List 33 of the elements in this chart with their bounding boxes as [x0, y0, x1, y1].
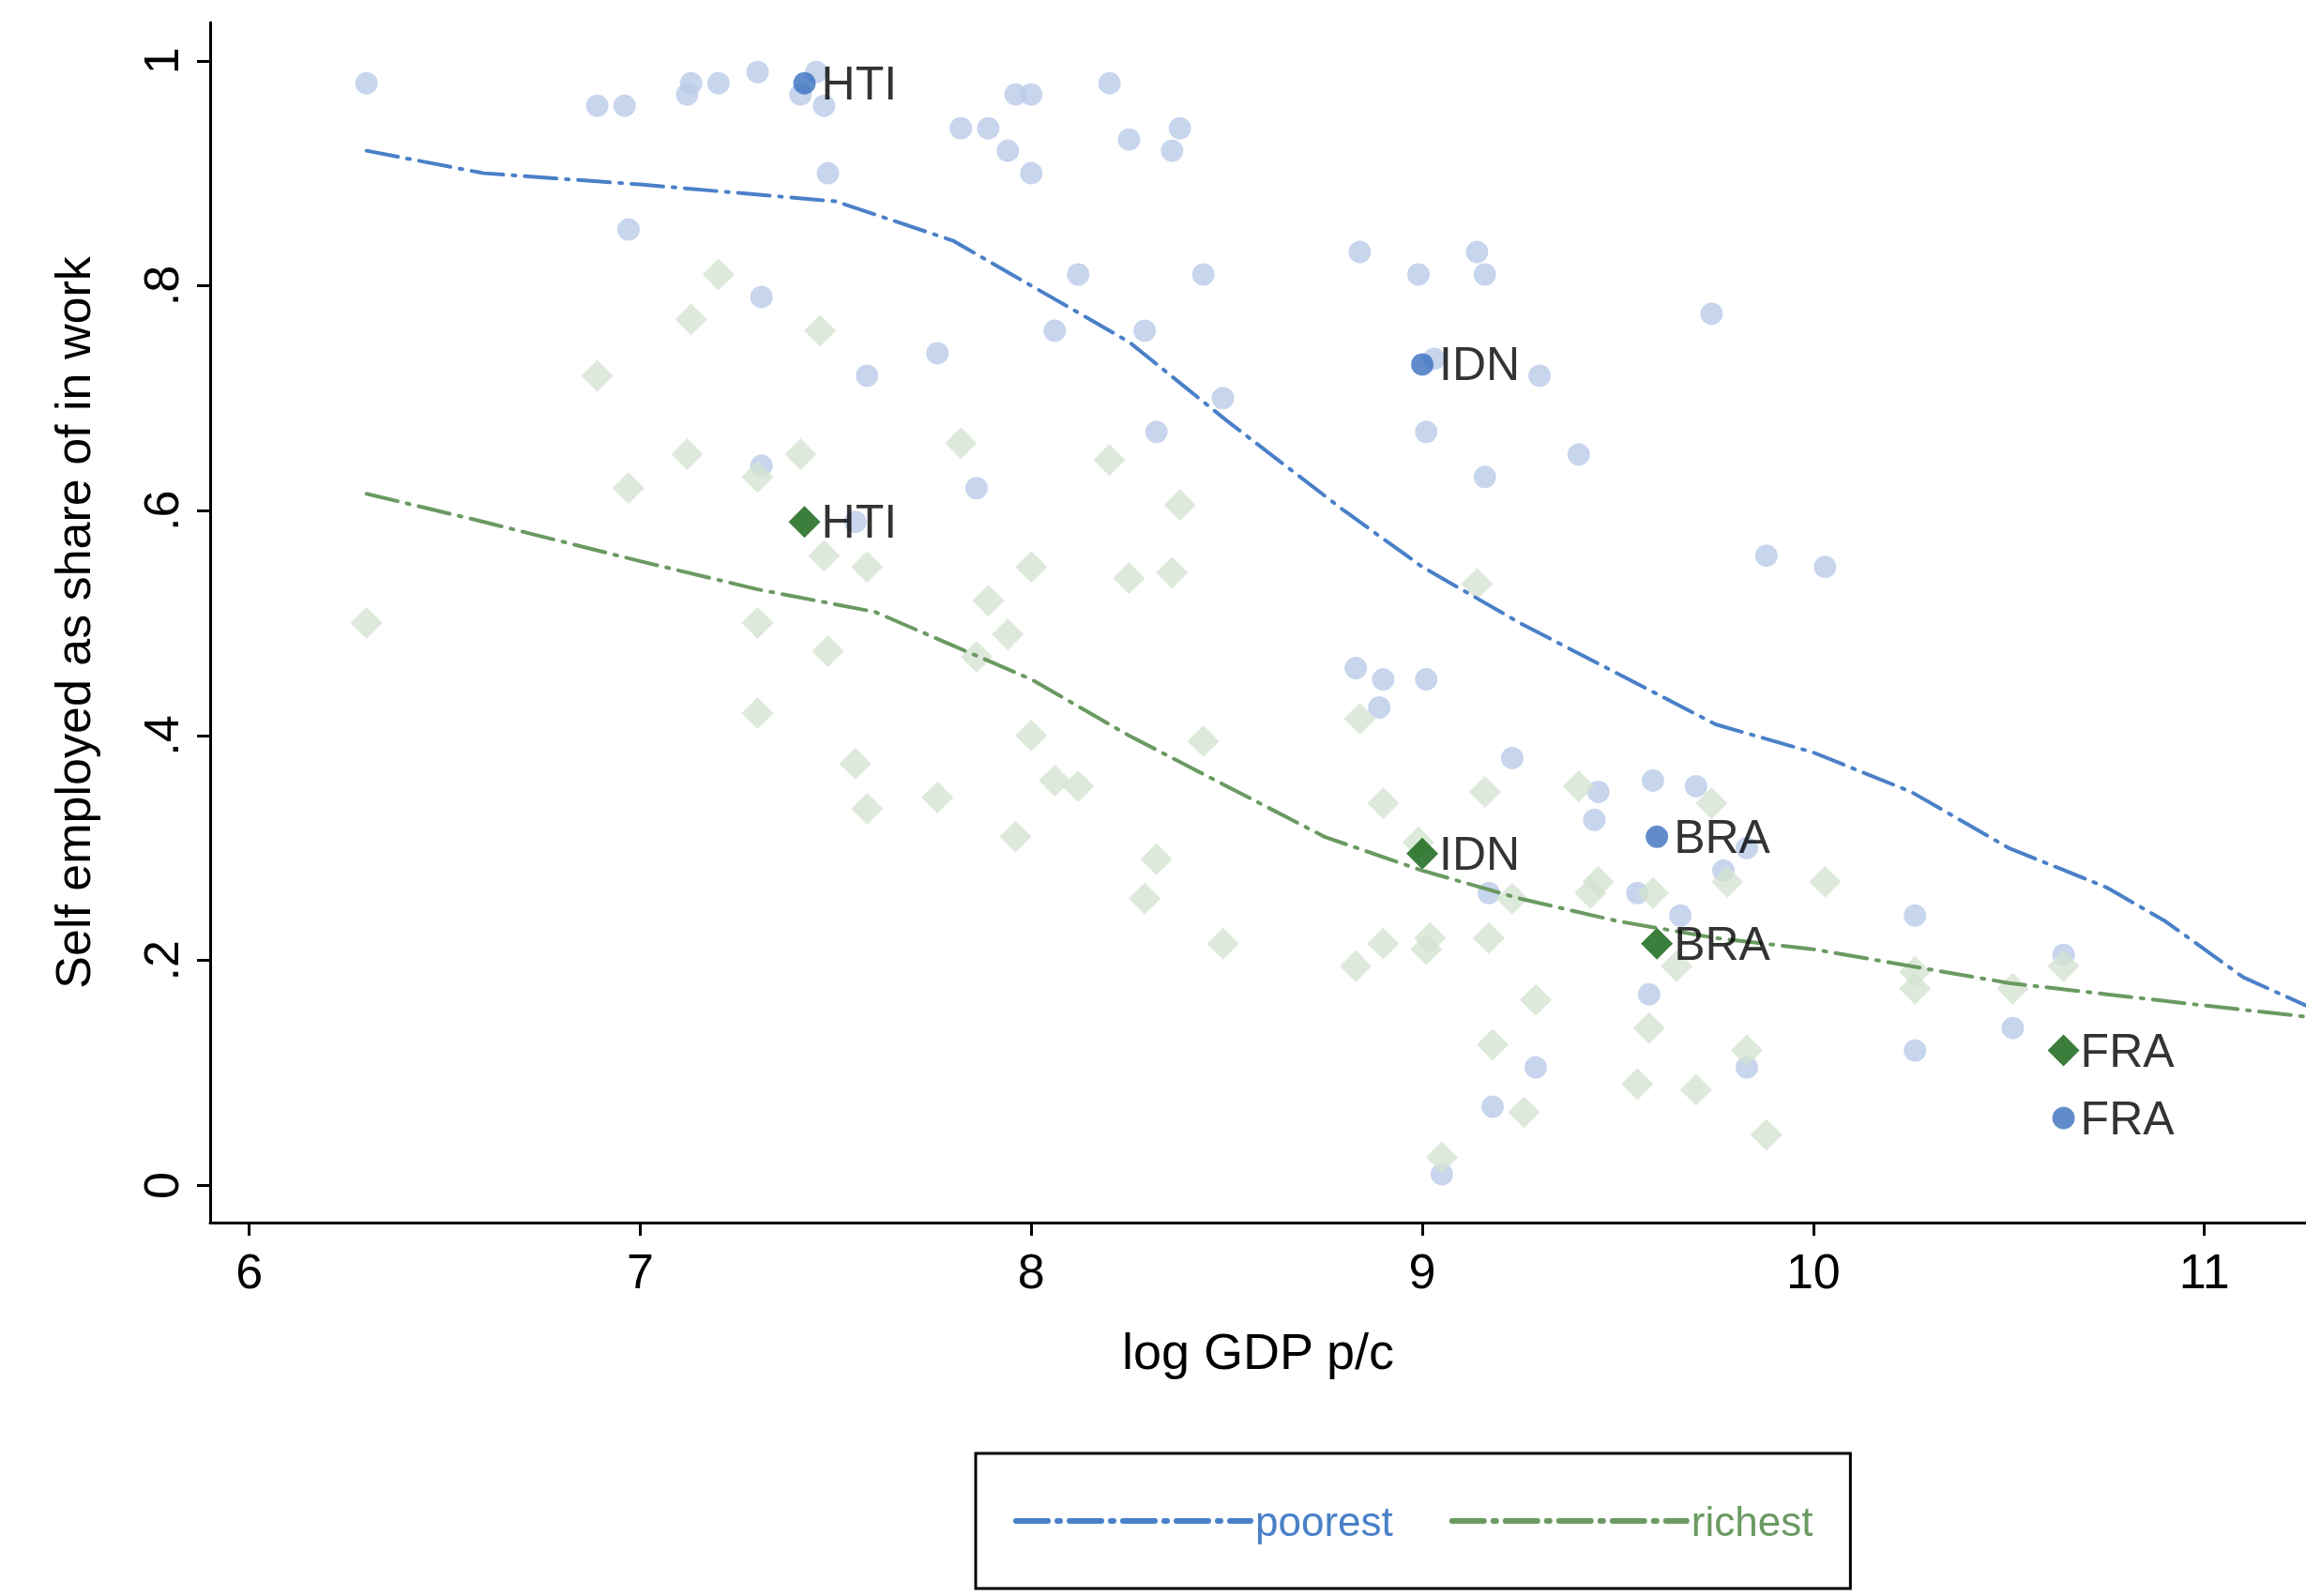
y-tick-label: .8 — [134, 265, 189, 307]
point — [2052, 1106, 2075, 1130]
x-tick-label: 10 — [1785, 1244, 1841, 1299]
point — [1406, 837, 1439, 870]
line-series — [364, 492, 2306, 1019]
point — [1641, 927, 1674, 960]
point — [2047, 1034, 2080, 1067]
x-axis-title: log GDP p/c — [1121, 1323, 1395, 1379]
x-tick-label: 11 — [2178, 1244, 2230, 1299]
x-tick-label: 6 — [235, 1244, 264, 1299]
line-series — [364, 148, 2306, 1008]
annotation: IDN — [1439, 338, 1521, 391]
text: richest — [1691, 1497, 1813, 1544]
y-tick-label: .2 — [134, 940, 189, 981]
point — [1411, 353, 1434, 376]
y-axis-title: Self employed as share of in work — [46, 255, 100, 989]
y-tick-label: .4 — [134, 715, 189, 756]
annotation: FRA — [2080, 1024, 2176, 1077]
y-tick-label: 0 — [134, 1171, 189, 1199]
annotation: BRA — [1674, 810, 1771, 863]
y-tick-label: 1 — [134, 47, 189, 75]
annotation: HTI — [821, 56, 898, 110]
point — [793, 71, 816, 95]
point — [1646, 825, 1669, 848]
x-tick-label: 8 — [1017, 1244, 1045, 1299]
annotation: IDN — [1439, 827, 1521, 880]
annotation: FRA — [2080, 1091, 2176, 1145]
x-tick-label: 9 — [1408, 1244, 1436, 1299]
annotation: HTI — [821, 495, 898, 549]
y-tick-label: .6 — [134, 490, 189, 531]
text: poorest — [1255, 1497, 1393, 1544]
point — [788, 506, 821, 539]
x-tick-label: 7 — [627, 1244, 654, 1299]
